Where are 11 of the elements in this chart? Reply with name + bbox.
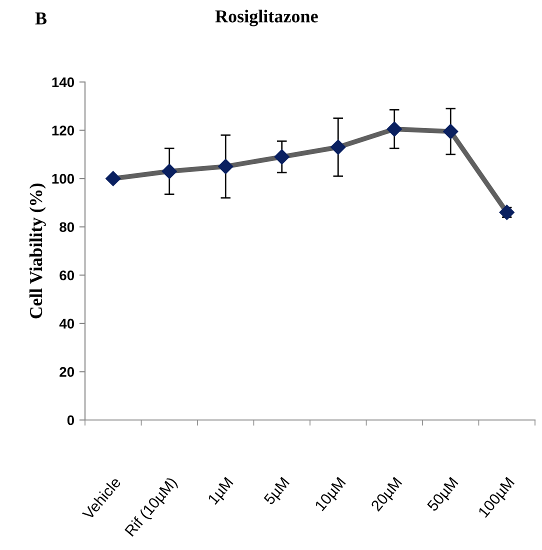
y-tick-label: 0 xyxy=(67,415,74,426)
chart-title: Rosiglitazone xyxy=(215,10,318,26)
y-tick-label: 60 xyxy=(60,270,74,280)
y-tick-label: 100 xyxy=(52,174,74,184)
y-tick-label: 140 xyxy=(52,77,74,88)
y-tick-label: 20 xyxy=(60,367,74,377)
y-tick-label: 120 xyxy=(52,126,74,136)
text: B xyxy=(35,12,47,24)
y-axis-title: Cell Viability (%) xyxy=(29,184,46,318)
y-tick-label: 80 xyxy=(60,222,74,232)
y-tick-label: 40 xyxy=(59,318,74,329)
